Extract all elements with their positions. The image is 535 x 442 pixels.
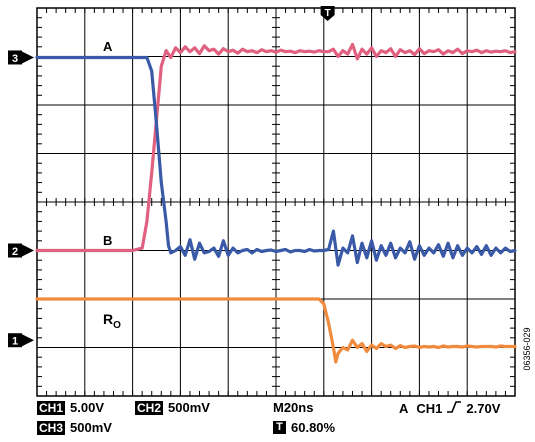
trace-labels: A B RO	[103, 39, 121, 331]
trigger-marker-label: T	[325, 8, 331, 19]
trace-ro	[35, 297, 517, 364]
trigger-position-badge: T	[273, 421, 286, 434]
ch3-marker-box	[8, 50, 22, 65]
trace-label-ro-sub: O	[113, 320, 121, 331]
status-bar: CH1 5.00V CH2 500mV M20ns A CH1 2.70V CH…	[0, 398, 535, 442]
ch2-scale: 500mV	[168, 400, 210, 415]
graticule-border	[36, 7, 516, 397]
ch2-marker: 2	[8, 243, 34, 258]
ch2-marker-box	[8, 243, 22, 258]
waveform-traces	[35, 42, 517, 364]
ch3-scale-readout: CH3 500mV	[37, 420, 112, 435]
trigger-position-readout: T 60.80%	[273, 420, 335, 435]
trigger-marker: T	[320, 6, 335, 21]
ch3-marker-arrow	[22, 51, 34, 64]
trigger-source: CH1	[416, 401, 443, 416]
trace-label-b: B	[103, 233, 112, 248]
trigger-readout: A CH1 2.70V	[399, 400, 500, 417]
ch2-scale-readout: CH2 500mV	[135, 400, 210, 415]
ch1-marker: 1	[8, 333, 34, 348]
ch2-badge: CH2	[135, 400, 164, 415]
trace-b	[35, 42, 517, 253]
ch1-marker-box	[8, 333, 22, 348]
ch3-scale: 500mV	[70, 420, 112, 435]
rising-edge-icon	[446, 400, 462, 417]
ch2-marker-arrow	[22, 244, 34, 257]
trace-label-a: A	[103, 39, 113, 54]
trigger-level: 2.70V	[466, 401, 501, 416]
channel-markers: 3 2 1 T	[8, 6, 335, 348]
ch3-marker-label: 3	[12, 53, 18, 65]
ch3-marker: 3	[8, 50, 34, 65]
ch3-badge: CH3	[37, 420, 66, 435]
timebase-readout: M20ns	[273, 400, 313, 415]
trigger-position: 60.80%	[291, 420, 336, 435]
ch1-marker-label: 1	[12, 336, 18, 348]
ch1-badge: CH1	[37, 400, 66, 415]
timebase: M20ns	[273, 400, 314, 415]
trigger-source-prefix: A	[399, 401, 409, 416]
graticule-grid	[36, 7, 516, 397]
ch1-marker-arrow	[22, 334, 34, 347]
ch1-scale: 5.00V	[70, 400, 104, 415]
trace-a	[35, 55, 517, 267]
figure-number: 06356-029	[521, 300, 533, 398]
ch1-scale-readout: CH1 5.00V	[37, 400, 104, 415]
ch2-marker-label: 2	[12, 246, 18, 258]
trace-label-ro: RO	[103, 311, 121, 331]
trigger-marker-shape	[320, 6, 335, 21]
trace-label-ro-main: R	[103, 311, 113, 327]
figure-number-text: 06356-029	[522, 327, 532, 371]
